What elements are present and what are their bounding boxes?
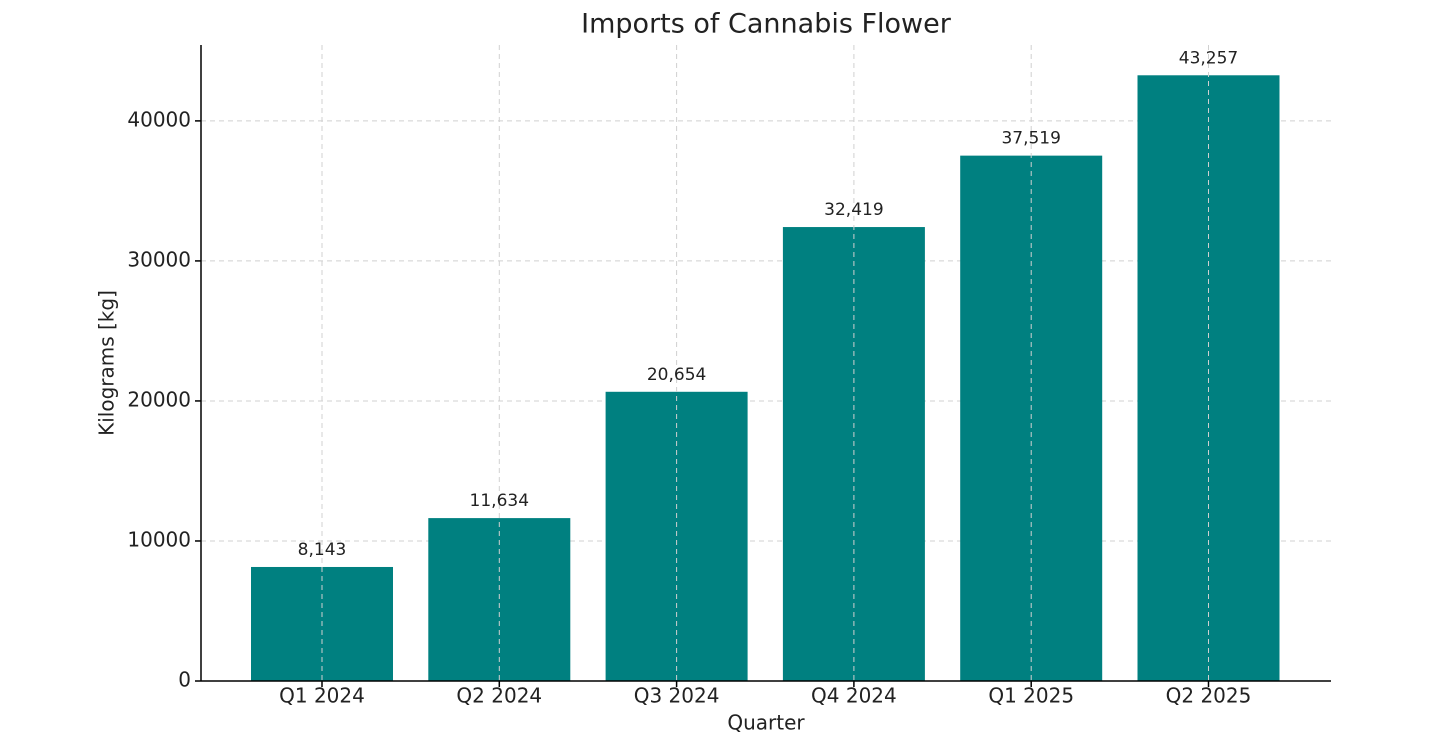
y-tick-label: 0 (178, 668, 191, 692)
x-tick-label: Q1 2024 (279, 684, 365, 708)
value-label: 8,143 (298, 540, 347, 560)
x-tick-label: Q2 2025 (1166, 684, 1252, 708)
value-label: 32,419 (824, 200, 883, 220)
chart-title: Imports of Cannabis Flower (581, 9, 952, 40)
bar (428, 518, 571, 681)
x-axis-label: Quarter (727, 711, 805, 735)
value-label: 20,654 (647, 365, 706, 385)
value-label: 43,257 (1179, 48, 1238, 68)
y-tick-label: 40000 (127, 107, 191, 131)
value-label: 37,519 (1001, 129, 1060, 149)
x-tick-label: Q4 2024 (811, 684, 897, 708)
x-tick-label: Q3 2024 (634, 684, 720, 708)
y-tick-label: 30000 (127, 247, 191, 271)
y-axis-label: Kilograms [kg] (95, 290, 119, 436)
value-label: 11,634 (470, 491, 529, 511)
x-tick-label: Q1 2025 (988, 684, 1074, 708)
x-tick-label: Q2 2024 (456, 684, 542, 708)
y-tick-label: 10000 (127, 527, 191, 551)
y-tick-label: 20000 (127, 387, 191, 411)
